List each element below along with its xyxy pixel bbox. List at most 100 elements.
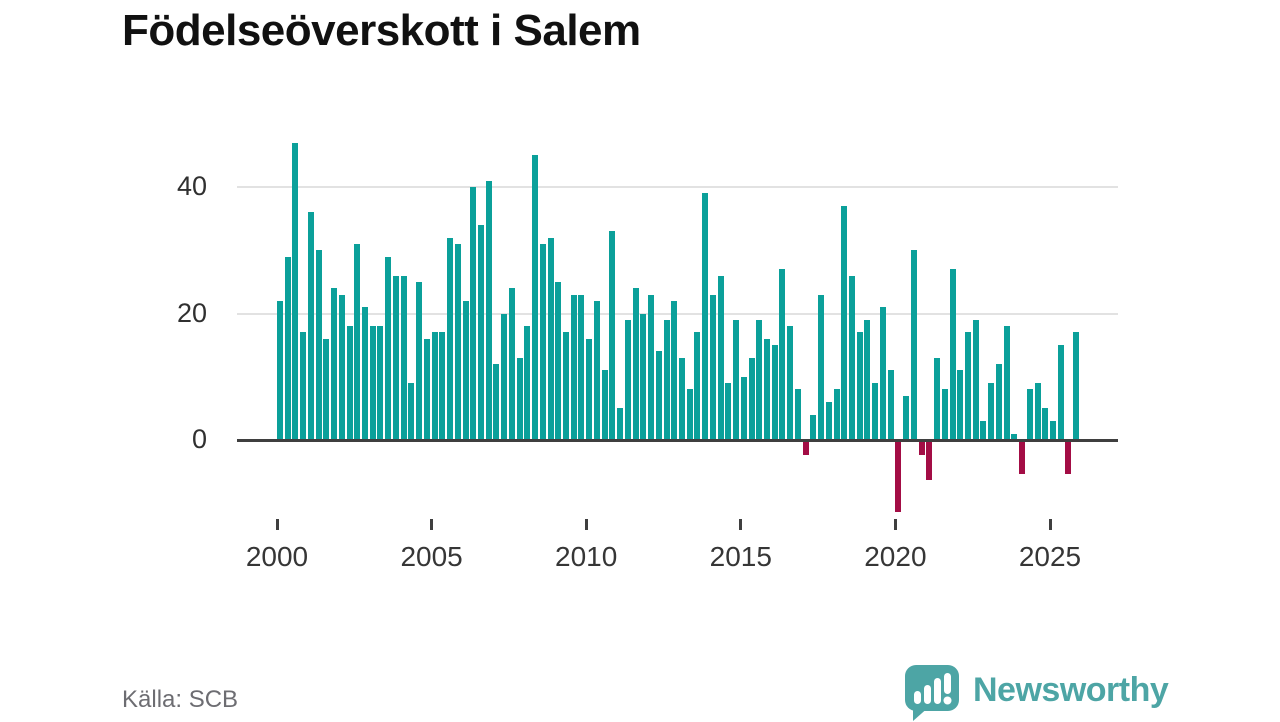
bar-q39 — [578, 294, 585, 440]
bar-q21 — [439, 332, 446, 440]
bar-q96-negative — [1019, 442, 1026, 474]
bar-q35 — [547, 237, 554, 440]
bar-q79 — [887, 370, 894, 440]
bar-q2 — [292, 142, 299, 440]
bar-q16 — [400, 275, 407, 440]
bar-q69 — [810, 414, 817, 440]
source-caption: Källa: SCB — [122, 686, 239, 713]
bar-q83-negative — [918, 442, 925, 455]
x-axis-label-2000: 2000 — [245, 541, 309, 572]
plot-area: 0 20 40 — [177, 130, 1118, 520]
bar-q5 — [315, 250, 322, 440]
bar-q18 — [416, 281, 423, 440]
bar-q75 — [856, 332, 863, 440]
bar-q14 — [385, 256, 392, 440]
bar-q91 — [980, 421, 987, 440]
bar-q49 — [655, 351, 662, 440]
bar-q74 — [849, 275, 856, 440]
bar-q92 — [988, 383, 995, 440]
bar-q102-negative — [1065, 442, 1072, 474]
bar-q54 — [694, 332, 701, 440]
x-axis-zero-line — [237, 439, 1118, 442]
bar-q20 — [431, 332, 438, 440]
bar-q59 — [733, 319, 740, 440]
bar-q44 — [617, 408, 624, 440]
bar-q37 — [563, 332, 569, 440]
bar-q32 — [524, 326, 531, 440]
bar-q72 — [833, 389, 840, 440]
newsworthy-wordmark: Newsworthy — [973, 670, 1169, 709]
bar-q73 — [841, 205, 848, 440]
bar-q82 — [910, 250, 917, 440]
bar-q43 — [609, 231, 616, 440]
x-tick-2000 — [275, 519, 279, 530]
bar-q77 — [872, 383, 879, 440]
bar-q68-negative — [802, 442, 809, 455]
bar-q34 — [539, 243, 546, 440]
bar-q12 — [369, 326, 376, 440]
bar-q66 — [787, 326, 794, 440]
bar-q30 — [508, 288, 515, 440]
bar-q57 — [717, 275, 724, 440]
newsworthy-bubble-chart-icon — [905, 665, 959, 721]
bar-q36 — [555, 281, 562, 440]
bar-q42 — [601, 370, 608, 440]
bar-q78 — [879, 307, 886, 440]
x-tick-2025 — [1048, 519, 1052, 530]
bar-q41 — [593, 300, 600, 440]
x-tick-2020 — [893, 519, 897, 530]
bar-q88 — [957, 370, 964, 440]
bar-q67 — [794, 389, 801, 440]
bar-q63 — [763, 338, 770, 440]
bar-q23 — [454, 243, 461, 440]
bar-q100 — [1050, 421, 1056, 440]
bar-q60 — [740, 376, 747, 440]
bar-q71 — [825, 402, 832, 440]
bar-q61 — [748, 357, 755, 440]
bar-q81 — [903, 395, 910, 440]
bar-q90 — [972, 319, 979, 440]
bar-q6 — [323, 338, 330, 440]
bar-q98 — [1034, 383, 1041, 440]
bar-q50 — [663, 319, 670, 440]
x-axis-label-2005: 2005 — [400, 541, 463, 572]
bar-q86 — [941, 389, 948, 440]
bar-q64 — [771, 345, 778, 440]
bar-q93 — [995, 364, 1002, 440]
bar-q76 — [864, 319, 871, 440]
bar-q19 — [423, 338, 430, 440]
bar-q56 — [709, 294, 716, 440]
bar-q55 — [702, 193, 709, 440]
x-axis-label-2015: 2015 — [709, 541, 772, 572]
x-axis-label-2020: 2020 — [864, 541, 927, 572]
bar-q4 — [307, 212, 314, 440]
bar-q85 — [934, 357, 941, 440]
bar-q65 — [779, 269, 786, 440]
bar-q1 — [284, 256, 291, 440]
bar-q33 — [532, 155, 539, 440]
x-tick-2015 — [739, 519, 743, 530]
chart-title: Födelseöverskott i Salem — [122, 6, 641, 55]
bar-q87 — [949, 269, 956, 440]
bar-q51 — [671, 300, 678, 440]
bar-q103 — [1073, 332, 1080, 440]
x-tick-2010 — [584, 519, 588, 530]
gridline-y20 — [237, 312, 1118, 315]
bar-q13 — [377, 326, 384, 440]
bar-q28 — [493, 364, 500, 440]
bar-q99 — [1042, 408, 1049, 440]
bar-q10 — [354, 243, 361, 440]
bar-q101 — [1057, 345, 1064, 440]
bar-q0 — [277, 300, 283, 440]
bar-q27 — [485, 180, 492, 440]
newsworthy-logo: Newsworthy — [901, 664, 1169, 722]
bar-q26 — [477, 224, 484, 440]
y-axis-label-40: 40 — [176, 171, 207, 201]
bar-q80-negative — [895, 442, 902, 512]
bar-q15 — [392, 275, 399, 440]
y-axis-label-0: 0 — [191, 424, 207, 454]
x-axis-label-2025: 2025 — [1018, 541, 1082, 572]
bar-q53 — [686, 389, 693, 440]
bar-q31 — [516, 357, 523, 440]
bar-q17 — [408, 383, 415, 440]
